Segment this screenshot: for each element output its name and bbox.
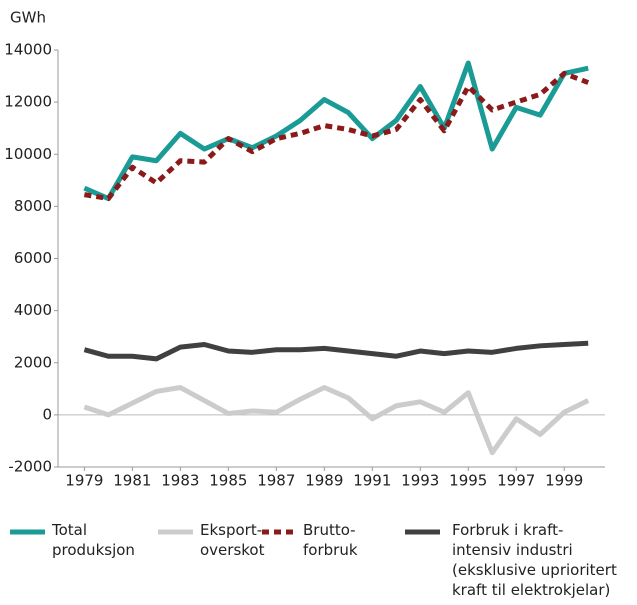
y-tick-label: 12000 [4,93,52,111]
x-tick-label: 1979 [65,472,103,490]
series-line [83,60,589,202]
series-line [83,385,590,456]
x-tick-label: 1991 [353,472,391,490]
legend-label: Forbruk i kraft-intensiv industri (eksklu… [452,521,617,599]
x-tick-label: 1993 [401,472,439,490]
y-tick-label: 0 [42,405,52,423]
legend-label-line: (eksklusive uprioritert [452,561,617,579]
x-tick-label: 1985 [209,472,247,490]
series-line [83,70,590,202]
x-tick-label: 1987 [257,472,295,490]
y-tick-label: 6000 [14,249,52,267]
legend-label-line: produksjon [52,541,135,559]
x-tick-label: 1981 [113,472,151,490]
x-tick-label: 1999 [545,472,583,490]
y-tick-label: 10000 [4,145,52,163]
legend-label: Brutto-forbruk [303,521,358,559]
y-tick-label: 8000 [14,197,52,215]
y-unit: GWh [10,9,46,27]
y-tick-label: 14000 [4,41,52,59]
legend-label-line: overskot [200,541,265,559]
x-tick-label: 1983 [161,472,199,490]
x-tick-label: 1989 [305,472,343,490]
series-line [83,340,589,362]
legend-label-line: Forbruk i kraft- [452,521,563,539]
legend-label: Eksport-overskot [200,521,265,559]
legend-label-line: Brutto- [303,521,356,539]
legend-label-line: kraft til elektrokjelar) [452,581,610,599]
y-tick-label: 2000 [14,353,52,371]
legend-label-line: Total [51,521,87,539]
x-tick-label: 1995 [449,472,487,490]
y-tick-label: 4000 [14,301,52,319]
x-tick-label: 1997 [497,472,535,490]
legend-label: Total produksjon [51,521,135,559]
legend-label-line: Eksport- [200,521,262,539]
legend-label-line: intensiv industri [452,541,573,559]
y-tick-label: -2000 [8,458,52,476]
legend-label-line: forbruk [303,541,358,559]
